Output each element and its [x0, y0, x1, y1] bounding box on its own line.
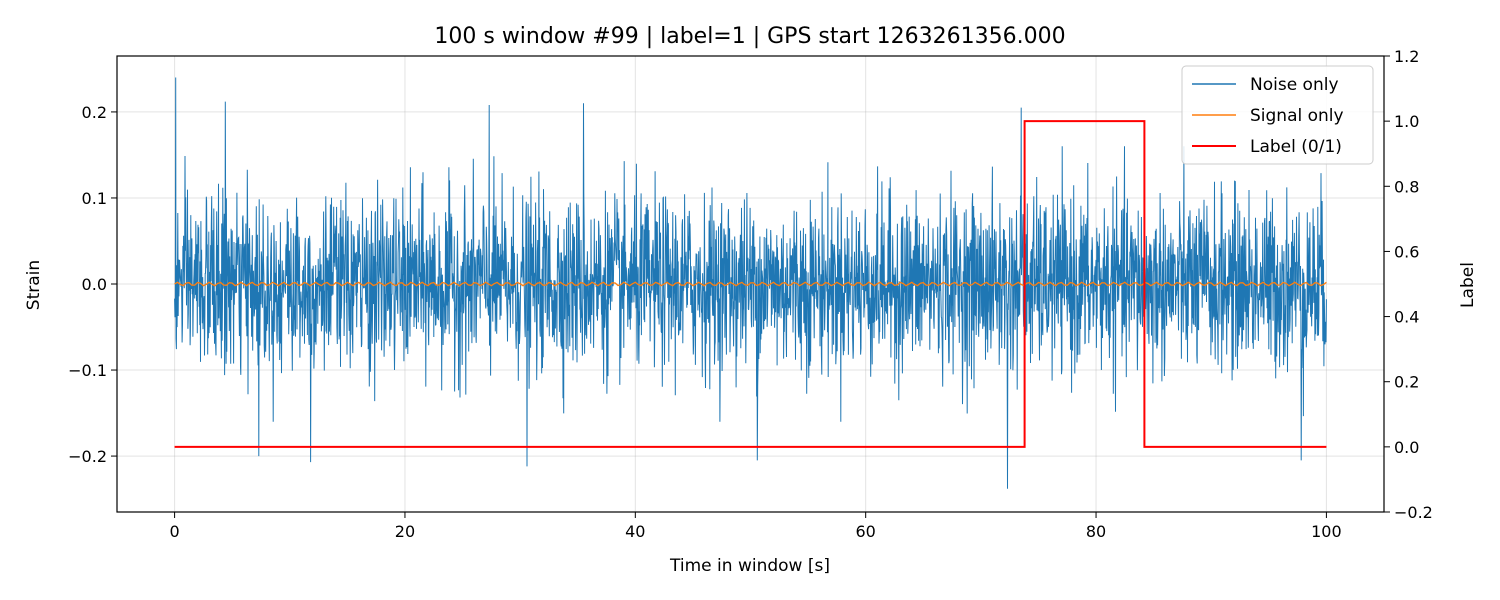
series-label	[174, 120, 1327, 448]
legend-label-signal-only: Signal only	[1250, 106, 1344, 126]
y2-tick-label: −0.2	[1394, 503, 1433, 522]
y-tick-label: −0.1	[68, 361, 107, 380]
x-tick-label: 20	[395, 522, 415, 541]
y2-tick-label: 0.2	[1394, 373, 1419, 392]
x-tick-label: 0	[169, 522, 179, 541]
x-tick-label: 80	[1086, 522, 1106, 541]
y2-tick-label: 0.6	[1394, 242, 1419, 261]
y2-axis-label: Label	[1458, 262, 1478, 308]
legend-label-noise-only: Noise only	[1250, 75, 1339, 95]
y-tick-label: 0.1	[82, 189, 107, 208]
series-noise-only	[174, 77, 1327, 489]
series-signal-only-line	[174, 281, 1327, 287]
y-axis-label: Strain	[24, 260, 44, 310]
y2-tick-label: 0.0	[1394, 438, 1419, 457]
x-tick-label: 60	[856, 522, 876, 541]
series-label-line	[174, 120, 1327, 448]
x-tick-label: 100	[1311, 522, 1342, 541]
y-axis-left: −0.2 −0.1 0.0 0.1 0.2	[68, 103, 117, 466]
series-signal-only	[174, 281, 1327, 287]
series-noise-only-line	[174, 77, 1327, 489]
x-axis-label: Time in window [s]	[669, 556, 830, 576]
legend-box	[1181, 65, 1374, 165]
x-axis: 0 20 40 60 80 100	[169, 512, 1342, 541]
y-axis-right: −0.2 0.0 0.2 0.4 0.6 0.8 1.0 1.2	[1384, 47, 1433, 522]
y2-tick-label: 1.2	[1394, 47, 1419, 66]
chart-title: 100 s window #99 | label=1 | GPS start 1…	[434, 24, 1065, 49]
x-tick-label: 40	[625, 522, 645, 541]
legend-label-label: Label (0/1)	[1250, 137, 1342, 157]
y-tick-label: 0.2	[82, 103, 107, 122]
y-tick-label: −0.2	[68, 447, 107, 466]
y2-tick-label: 0.8	[1394, 177, 1419, 196]
legend: Noise only Signal only Label (0/1)	[1181, 65, 1374, 165]
y2-tick-label: 0.4	[1394, 308, 1419, 327]
y2-tick-label: 1.0	[1394, 112, 1419, 131]
y-tick-label: 0.0	[82, 275, 107, 294]
